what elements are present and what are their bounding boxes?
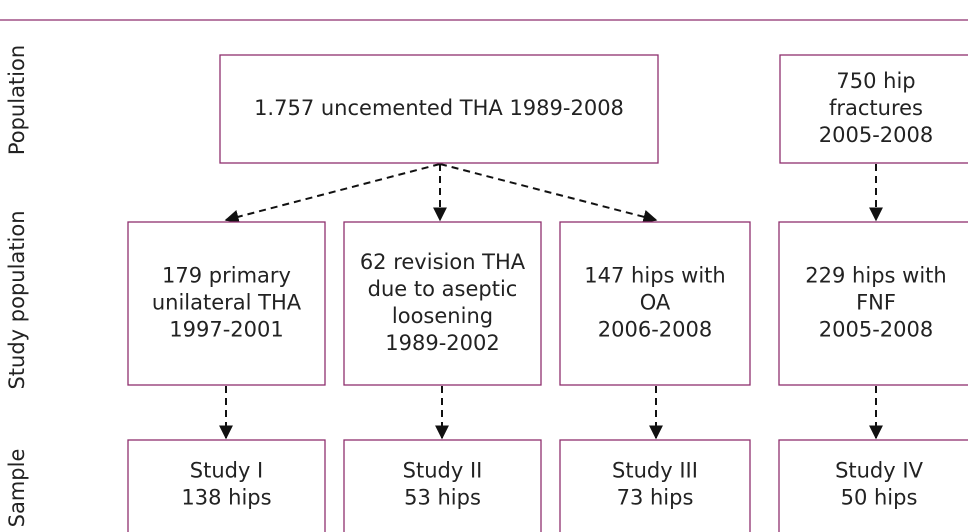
node: 147 hips with OA 2006-2008 [559, 221, 751, 386]
node-box [559, 439, 751, 532]
node-text: 229 hips with [805, 264, 946, 288]
node-text: 62 revision THA [360, 250, 526, 274]
node-box [778, 221, 968, 386]
row-label: Population [5, 45, 29, 155]
node-text: 73 hips [617, 486, 694, 510]
node-box [343, 439, 542, 532]
node: 179 primary unilateral THA 1997-2001 [127, 221, 326, 386]
node-box [778, 439, 968, 532]
node-text: due to aseptic [368, 277, 518, 301]
node-text: 2005-2008 [819, 123, 933, 147]
node-box [219, 54, 659, 164]
arrows [219, 163, 883, 440]
node-text: 147 hips with [584, 264, 725, 288]
node-text: 2006-2008 [598, 318, 712, 342]
node-text: fractures [829, 96, 923, 120]
node-text: Study IV [835, 459, 924, 483]
node-text: FNF [856, 291, 896, 315]
node-box [127, 439, 326, 532]
node: 750 hip fractures 2005-2008 [779, 54, 968, 164]
node: 229 hips with FNF 2005-2008 [778, 221, 968, 386]
node-text: Study II [403, 459, 483, 483]
node-text: OA [640, 291, 671, 315]
node: Study III 73 hips [559, 439, 751, 532]
node-text: unilateral THA [152, 291, 302, 315]
node: Study IV 50 hips [778, 439, 968, 532]
node-text: 179 primary [162, 264, 291, 288]
node-text: 53 hips [404, 486, 481, 510]
node-text: Study III [612, 459, 698, 483]
node: 62 revision THA due to aseptic loosening 19… [343, 221, 542, 386]
node-text: 1989-2002 [385, 331, 499, 355]
node-text: 138 hips [181, 486, 271, 510]
node-box [779, 54, 968, 164]
node-box [127, 221, 326, 386]
node-text: 1997-2001 [169, 318, 283, 342]
node-text: 750 hip [836, 69, 915, 93]
node: Study I 138 hips [127, 439, 326, 532]
row-label: Study population [5, 210, 29, 389]
node-box [559, 221, 751, 386]
node: 1.757 uncemented THA 1989-2008 [219, 54, 659, 164]
node-text: 1.757 uncemented THA 1989-2008 [254, 96, 624, 120]
node-text: 2005-2008 [819, 318, 933, 342]
node-text: loosening [392, 304, 493, 328]
node-text: Study I [190, 459, 264, 483]
node: Study II 53 hips [343, 439, 542, 532]
node-text: 50 hips [841, 486, 918, 510]
row-label: Sample [5, 449, 29, 528]
node-box [343, 221, 542, 386]
